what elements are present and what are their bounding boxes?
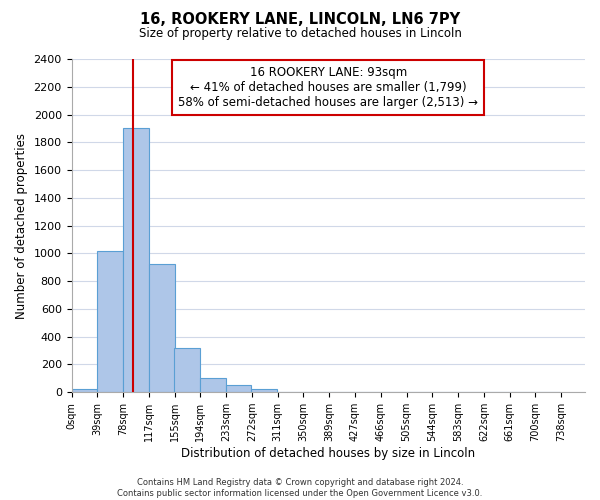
Bar	[200, 378, 226, 392]
Y-axis label: Number of detached properties: Number of detached properties	[15, 132, 28, 318]
Bar	[174, 348, 200, 392]
Bar	[226, 386, 251, 392]
Bar	[149, 264, 175, 392]
Text: 16, ROOKERY LANE, LINCOLN, LN6 7PY: 16, ROOKERY LANE, LINCOLN, LN6 7PY	[140, 12, 460, 28]
Text: Contains HM Land Registry data © Crown copyright and database right 2024.
Contai: Contains HM Land Registry data © Crown c…	[118, 478, 482, 498]
Text: Size of property relative to detached houses in Lincoln: Size of property relative to detached ho…	[139, 28, 461, 40]
Bar	[123, 128, 149, 392]
X-axis label: Distribution of detached houses by size in Lincoln: Distribution of detached houses by size …	[181, 447, 475, 460]
Text: 16 ROOKERY LANE: 93sqm
← 41% of detached houses are smaller (1,799)
58% of semi-: 16 ROOKERY LANE: 93sqm ← 41% of detached…	[178, 66, 478, 108]
Bar	[97, 250, 123, 392]
Bar	[71, 390, 97, 392]
Bar	[251, 390, 277, 392]
